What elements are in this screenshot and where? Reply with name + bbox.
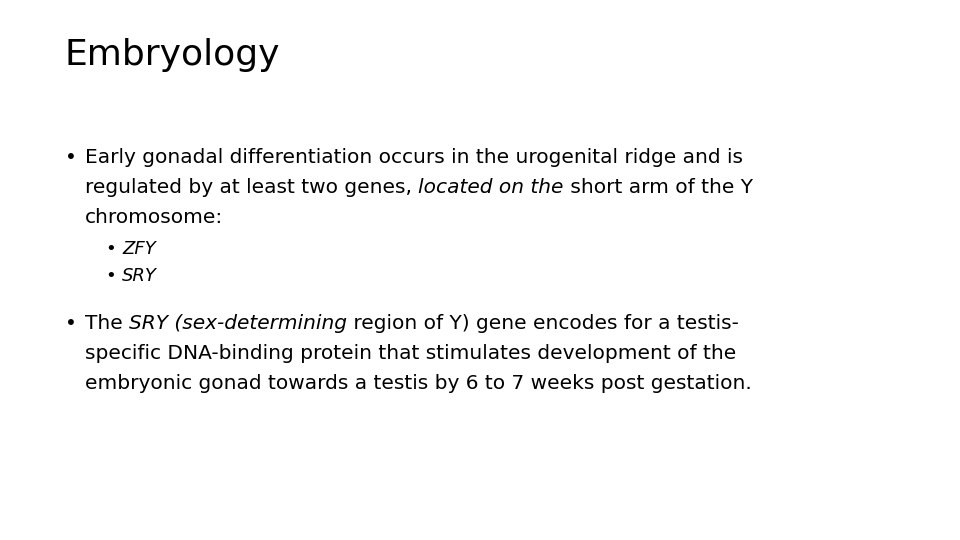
Text: specific DNA-binding protein that stimulates development of the: specific DNA-binding protein that stimul…: [85, 344, 736, 363]
Text: short arm of the Y: short arm of the Y: [564, 178, 753, 197]
Text: embryonic gonad towards a testis by 6 to 7 weeks post gestation.: embryonic gonad towards a testis by 6 to…: [85, 374, 752, 393]
Text: SRY (sex-determining: SRY (sex-determining: [130, 314, 348, 333]
Text: The: The: [85, 314, 130, 333]
Text: located on the: located on the: [419, 178, 564, 197]
Text: •: •: [65, 148, 77, 167]
Text: ZFY: ZFY: [122, 240, 156, 258]
Text: Early gonadal differentiation occurs in the urogenital ridge and is: Early gonadal differentiation occurs in …: [85, 148, 743, 167]
Text: •: •: [105, 267, 116, 285]
Text: regulated by at least two genes,: regulated by at least two genes,: [85, 178, 419, 197]
Text: chromosome:: chromosome:: [85, 208, 224, 227]
Text: •: •: [105, 240, 116, 258]
Text: SRY: SRY: [122, 267, 156, 285]
Text: •: •: [65, 314, 77, 333]
Text: region of Y) gene encodes for a testis-: region of Y) gene encodes for a testis-: [348, 314, 739, 333]
Text: Embryology: Embryology: [65, 38, 280, 72]
